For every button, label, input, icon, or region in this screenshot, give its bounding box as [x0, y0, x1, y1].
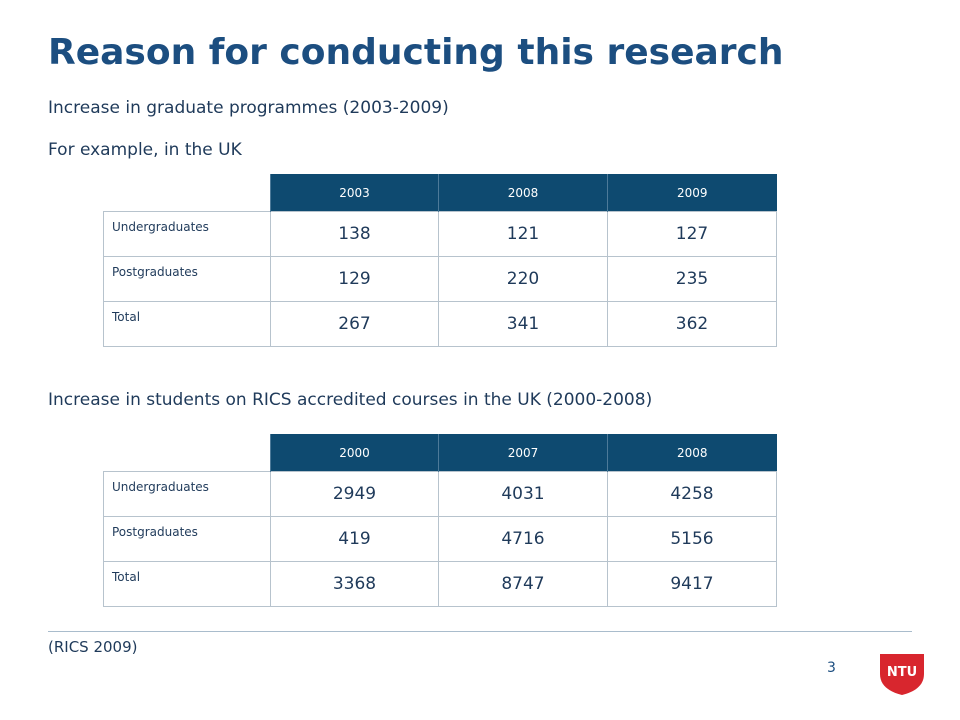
header-year: 2008 — [607, 434, 777, 472]
table-row: Postgraduates 419 4716 5156 — [103, 516, 777, 562]
footer-divider — [48, 631, 912, 632]
table-cell: 3368 — [270, 561, 439, 607]
row-label: Total — [103, 301, 271, 347]
table-cell: 2949 — [270, 471, 439, 517]
table-cell: 220 — [438, 256, 608, 302]
header-year: 2009 — [607, 174, 777, 212]
table-header-row: 2003 2008 2009 — [104, 174, 777, 212]
table-cell: 9417 — [607, 561, 777, 607]
header-year: 2007 — [438, 434, 608, 472]
table-row: Undergraduates 138 121 127 — [103, 211, 777, 257]
graduate-programmes-table: 2003 2008 2009 Undergraduates 138 121 12… — [103, 174, 777, 347]
table-cell: 127 — [607, 211, 777, 257]
header-year: 2003 — [270, 174, 439, 212]
table-cell: 341 — [438, 301, 608, 347]
table-cell: 362 — [607, 301, 777, 347]
subtitle-rics-courses: Increase in students on RICS accredited … — [48, 390, 653, 410]
table-cell: 4716 — [438, 516, 608, 562]
slide-title: Reason for conducting this research — [48, 32, 784, 73]
table-cell: 4258 — [607, 471, 777, 517]
row-label: Postgraduates — [103, 256, 271, 302]
table-cell: 8747 — [438, 561, 608, 607]
table-row: Total 267 341 362 — [103, 301, 777, 347]
table-cell: 138 — [270, 211, 439, 257]
table-cell: 235 — [607, 256, 777, 302]
table-row: Postgraduates 129 220 235 — [103, 256, 777, 302]
table-row: Undergraduates 2949 4031 4258 — [103, 471, 777, 517]
header-year: 2008 — [438, 174, 608, 212]
table-cell: 121 — [438, 211, 608, 257]
table-cell: 267 — [270, 301, 439, 347]
page-number: 3 — [827, 660, 836, 676]
row-label: Total — [103, 561, 271, 607]
table-cell: 129 — [270, 256, 439, 302]
row-label: Undergraduates — [103, 471, 271, 517]
table-cell: 419 — [270, 516, 439, 562]
header-year: 2000 — [270, 434, 439, 472]
row-label: Undergraduates — [103, 211, 271, 257]
rics-courses-table: 2000 2007 2008 Undergraduates 2949 4031 … — [103, 434, 777, 607]
subtitle-uk-example: For example, in the UK — [48, 140, 242, 160]
table-cell: 5156 — [607, 516, 777, 562]
source-citation: (RICS 2009) — [48, 638, 138, 656]
header-blank-cell — [104, 174, 271, 212]
table-cell: 4031 — [438, 471, 608, 517]
row-label: Postgraduates — [103, 516, 271, 562]
logo-text: NTU — [887, 665, 917, 680]
table-header-row: 2000 2007 2008 — [104, 434, 777, 472]
header-blank-cell — [104, 434, 271, 472]
subtitle-graduate-programmes: Increase in graduate programmes (2003-20… — [48, 98, 449, 118]
table-row: Total 3368 8747 9417 — [103, 561, 777, 607]
ntu-logo-icon: NTU — [880, 654, 924, 695]
